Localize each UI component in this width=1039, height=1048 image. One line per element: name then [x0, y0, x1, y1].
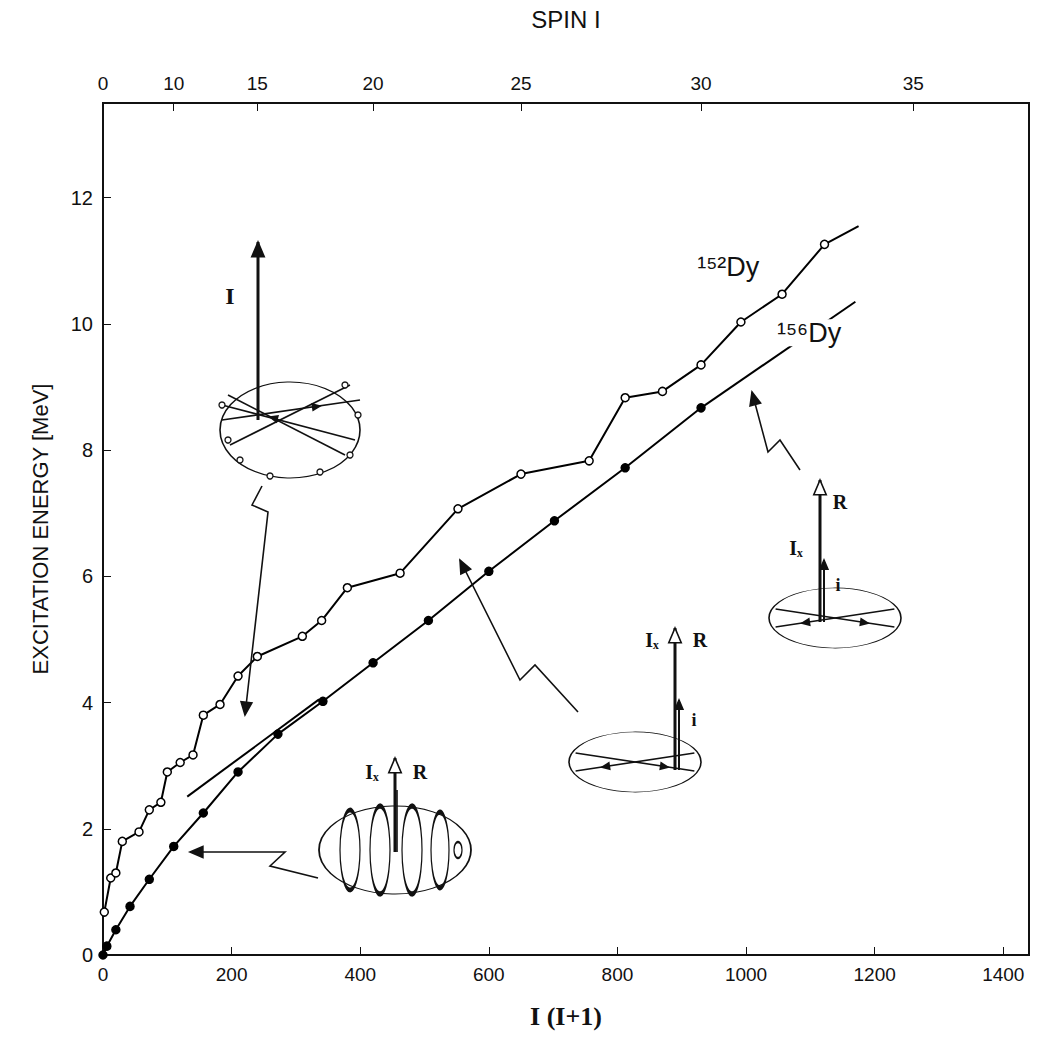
svg-text:200: 200: [216, 964, 248, 985]
svg-text:Iₓ: Iₓ: [365, 761, 379, 783]
svg-text:1400: 1400: [982, 964, 1024, 985]
svg-text:30: 30: [690, 73, 711, 94]
svg-text:12: 12: [71, 187, 93, 209]
svg-text:R: R: [413, 761, 428, 783]
svg-text:8: 8: [82, 439, 93, 461]
svg-text:800: 800: [602, 964, 634, 985]
svg-text:4: 4: [82, 692, 93, 714]
svg-text:I: I: [225, 283, 234, 309]
svg-text:SPIN I: SPIN I: [531, 6, 600, 33]
svg-text:R: R: [833, 491, 848, 513]
svg-text:R: R: [693, 629, 708, 651]
svg-text:¹⁵⁶Dy: ¹⁵⁶Dy: [777, 318, 842, 348]
svg-text:25: 25: [510, 73, 531, 94]
svg-text:10: 10: [163, 73, 184, 94]
svg-text:Iₓ: Iₓ: [789, 537, 803, 559]
svg-text:6: 6: [82, 565, 93, 587]
svg-text:15: 15: [247, 73, 268, 94]
svg-text:¹⁵²Dy: ¹⁵²Dy: [697, 252, 760, 282]
svg-text:0: 0: [98, 964, 109, 985]
svg-text:I (I+1): I (I+1): [530, 1002, 602, 1031]
svg-text:i: i: [835, 575, 840, 595]
svg-text:2: 2: [82, 818, 93, 840]
svg-text:1200: 1200: [854, 964, 896, 985]
svg-text:0: 0: [98, 73, 109, 94]
svg-text:400: 400: [344, 964, 376, 985]
svg-text:0: 0: [82, 944, 93, 966]
svg-text:20: 20: [363, 73, 384, 94]
svg-text:1000: 1000: [725, 964, 767, 985]
svg-text:EXCITATION ENERGY [MeV]: EXCITATION ENERGY [MeV]: [28, 384, 53, 675]
svg-text:Iₓ: Iₓ: [645, 629, 659, 651]
svg-text:10: 10: [71, 313, 93, 335]
svg-text:600: 600: [473, 964, 505, 985]
svg-text:35: 35: [903, 73, 924, 94]
svg-text:i: i: [691, 710, 696, 730]
